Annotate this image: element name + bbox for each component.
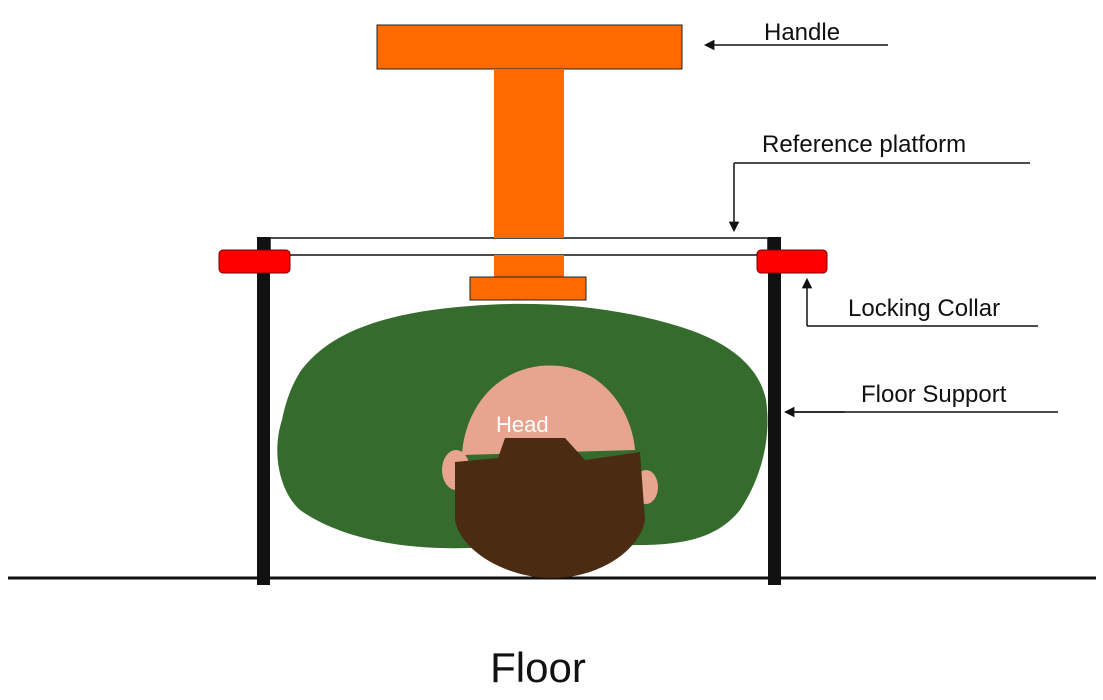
floor-support-right xyxy=(768,237,781,585)
floor-support-left xyxy=(257,237,270,585)
head-label: Head xyxy=(496,412,549,437)
handle-shaft xyxy=(494,69,564,238)
locking-collar-left xyxy=(218,249,291,274)
locking-collar-label: Locking Collar xyxy=(848,295,1000,322)
handle-label: Handle xyxy=(764,19,840,46)
floor-support-label: Floor Support xyxy=(861,381,1007,408)
floor-label: Floor xyxy=(490,644,586,691)
handle-shaft-lower xyxy=(494,255,564,277)
handle-foot xyxy=(469,276,587,301)
reference-platform-label: Reference platform xyxy=(762,131,966,158)
locking-collar-right xyxy=(756,249,828,274)
head-skin xyxy=(462,365,635,455)
reference-platform xyxy=(269,237,769,256)
hair xyxy=(455,438,645,578)
handle-crossbar xyxy=(376,24,683,70)
